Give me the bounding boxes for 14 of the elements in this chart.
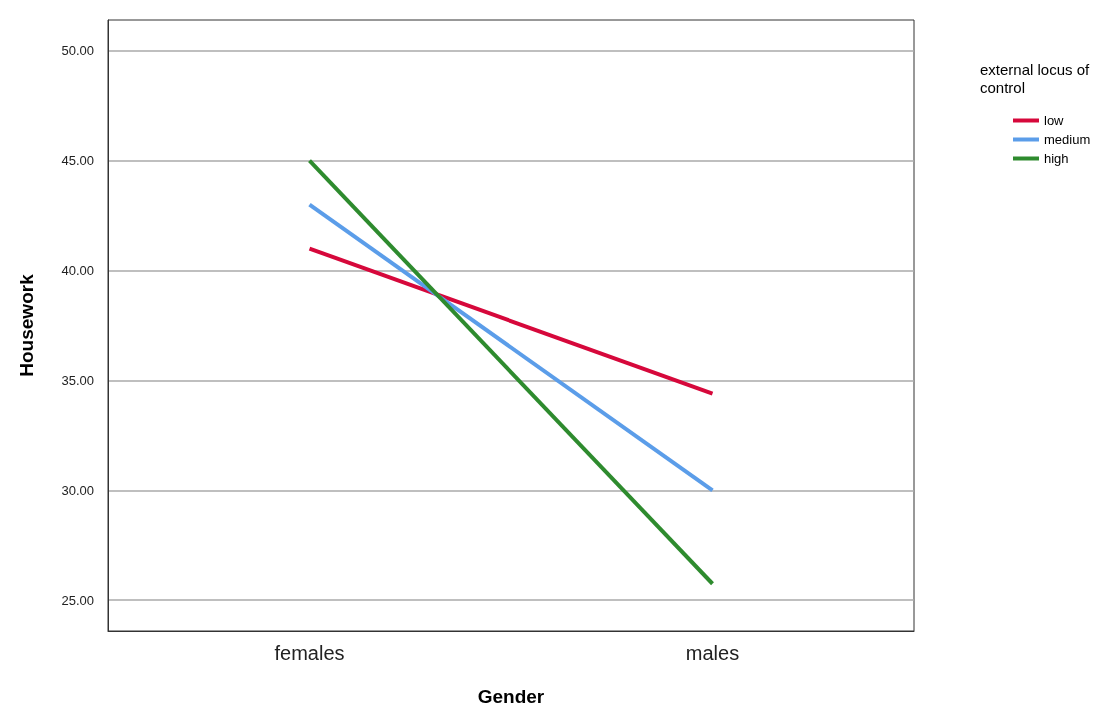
x-axis-title: Gender — [477, 686, 545, 707]
y-axis-title: Housework — [16, 273, 37, 377]
y-tick-label: 25.00 — [61, 592, 94, 608]
y-tick-label: 30.00 — [61, 482, 94, 498]
legend-title: external locus of control — [980, 60, 1094, 96]
legend-label: low — [1044, 113, 1065, 128]
legend-label: high — [1044, 151, 1069, 166]
y-tick-label: 40.00 — [61, 263, 94, 279]
legend-label: medium — [1044, 132, 1091, 147]
y-tick-label: 35.00 — [61, 372, 94, 388]
x-tick-label: females — [274, 642, 345, 664]
y-tick-label: 45.00 — [61, 153, 94, 169]
x-tick-label: males — [685, 642, 740, 664]
y-tick-label: 50.00 — [61, 43, 94, 59]
